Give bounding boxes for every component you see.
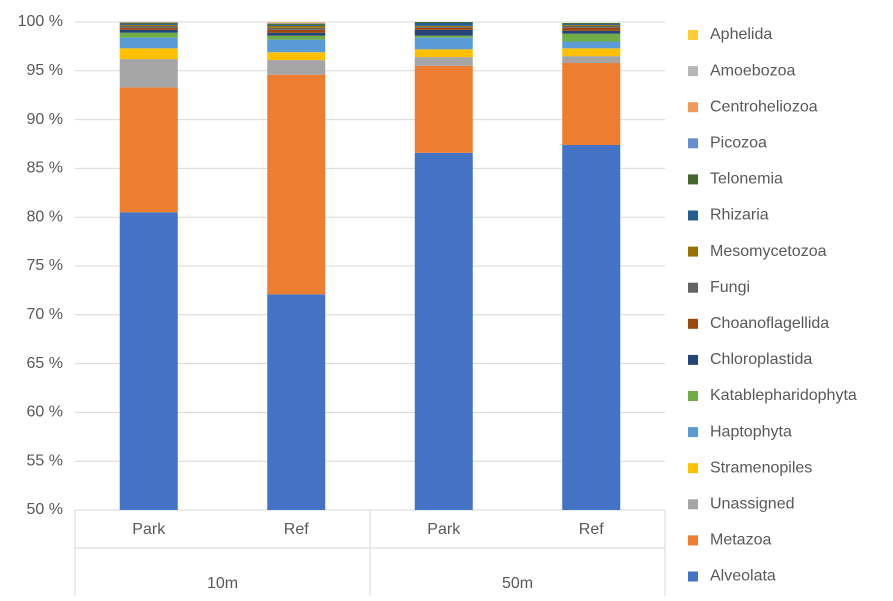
bar-segment bbox=[267, 294, 325, 510]
legend-swatch bbox=[688, 138, 698, 148]
bar-segment bbox=[562, 25, 620, 26]
bar-segment bbox=[415, 153, 473, 510]
bar-segment bbox=[267, 75, 325, 295]
y-tick-label: 60 % bbox=[27, 404, 63, 421]
bar-segment bbox=[120, 30, 178, 33]
bar-segment bbox=[120, 24, 178, 25]
bar-segment bbox=[562, 26, 620, 28]
legend-label: Stramenopiles bbox=[710, 459, 812, 476]
legend-label: Alveolata bbox=[710, 568, 776, 585]
legend-swatch bbox=[688, 66, 698, 76]
bar-segment bbox=[415, 49, 473, 57]
bar-segment bbox=[267, 30, 325, 33]
legend-swatch bbox=[688, 30, 698, 40]
bar-segment bbox=[267, 26, 325, 28]
bar-segment bbox=[562, 48, 620, 56]
bar-segment bbox=[562, 24, 620, 25]
y-tick-label: 100 % bbox=[18, 13, 63, 30]
bar-segment bbox=[415, 57, 473, 66]
legend-swatch bbox=[688, 463, 698, 473]
legend-label: Katablepharidophyta bbox=[710, 387, 857, 404]
legend-label: Rhizaria bbox=[710, 207, 769, 224]
legend-swatch bbox=[688, 247, 698, 257]
bar-segment bbox=[267, 36, 325, 40]
group-label: 50m bbox=[502, 575, 533, 592]
x-tick-label: Park bbox=[427, 521, 461, 538]
bar-segment bbox=[120, 87, 178, 212]
y-tick-label: 80 % bbox=[27, 208, 63, 225]
legend-label: Haptophyta bbox=[710, 423, 792, 440]
y-tick-label: 90 % bbox=[27, 111, 63, 128]
y-tick-label: 55 % bbox=[27, 452, 63, 469]
bar-segment bbox=[415, 23, 473, 26]
legend-swatch bbox=[688, 355, 698, 365]
bar-segment bbox=[415, 30, 473, 36]
legend-swatch bbox=[688, 211, 698, 221]
bar-segment bbox=[120, 28, 178, 30]
legend-swatch bbox=[688, 572, 698, 582]
bar-segment bbox=[562, 145, 620, 510]
bar-segment bbox=[267, 28, 325, 30]
legend-label: Picozoa bbox=[710, 135, 767, 152]
bar-segment bbox=[120, 59, 178, 87]
bar-segment bbox=[267, 60, 325, 75]
bar-segment bbox=[562, 56, 620, 63]
bar-segment bbox=[562, 63, 620, 145]
legend-label: Metazoa bbox=[710, 532, 771, 549]
bar-segment bbox=[120, 23, 178, 24]
legend-swatch bbox=[688, 283, 698, 293]
legend-label: Unassigned bbox=[710, 496, 795, 513]
legend-label: Chloroplastida bbox=[710, 351, 812, 368]
y-tick-label: 65 % bbox=[27, 355, 63, 372]
bar-segment bbox=[415, 27, 473, 28]
legend-label: Choanoflagellida bbox=[710, 315, 829, 332]
x-tick-label: Ref bbox=[284, 521, 309, 538]
x-tick-label: Ref bbox=[579, 521, 604, 538]
bar-segment bbox=[120, 212, 178, 510]
x-tick-label: Park bbox=[132, 521, 166, 538]
bar-segment bbox=[120, 33, 178, 38]
legend-swatch bbox=[688, 102, 698, 112]
bar-segment bbox=[415, 66, 473, 153]
bar-segment bbox=[562, 34, 620, 42]
y-tick-label: 70 % bbox=[27, 306, 63, 323]
legend-swatch bbox=[688, 427, 698, 437]
bar-segment bbox=[267, 25, 325, 26]
bar-segment bbox=[415, 28, 473, 30]
bar-segment bbox=[120, 38, 178, 49]
bar-segment bbox=[267, 40, 325, 53]
bar-segment bbox=[415, 38, 473, 50]
bar-segment bbox=[562, 28, 620, 31]
legend-swatch bbox=[688, 535, 698, 545]
legend-swatch bbox=[688, 391, 698, 401]
y-tick-label: 75 % bbox=[27, 257, 63, 274]
bar-segment bbox=[120, 26, 178, 28]
legend-swatch bbox=[688, 174, 698, 184]
y-tick-label: 85 % bbox=[27, 160, 63, 177]
y-tick-label: 95 % bbox=[27, 62, 63, 79]
bar-segment bbox=[415, 36, 473, 38]
bar-segment bbox=[562, 42, 620, 49]
bar-segment bbox=[120, 25, 178, 26]
bar-segment bbox=[562, 23, 620, 24]
legend-swatch bbox=[688, 319, 698, 329]
legend-label: Aphelida bbox=[710, 26, 772, 43]
legend-label: Fungi bbox=[710, 279, 750, 296]
bar-segment bbox=[415, 26, 473, 27]
bar-segment bbox=[267, 52, 325, 60]
bar-segment bbox=[267, 24, 325, 25]
legend-label: Telonemia bbox=[710, 171, 783, 188]
bar-segment bbox=[562, 31, 620, 34]
bar-segment bbox=[120, 48, 178, 59]
legend-label: Centroheliozoa bbox=[710, 98, 818, 115]
bar-segment bbox=[267, 33, 325, 36]
legend-label: Amoebozoa bbox=[710, 62, 795, 79]
group-label: 10m bbox=[207, 575, 238, 592]
y-tick-label: 50 % bbox=[27, 501, 63, 518]
legend-swatch bbox=[688, 499, 698, 509]
legend-label: Mesomycetozoa bbox=[710, 243, 827, 260]
bar-segment bbox=[415, 22, 473, 23]
